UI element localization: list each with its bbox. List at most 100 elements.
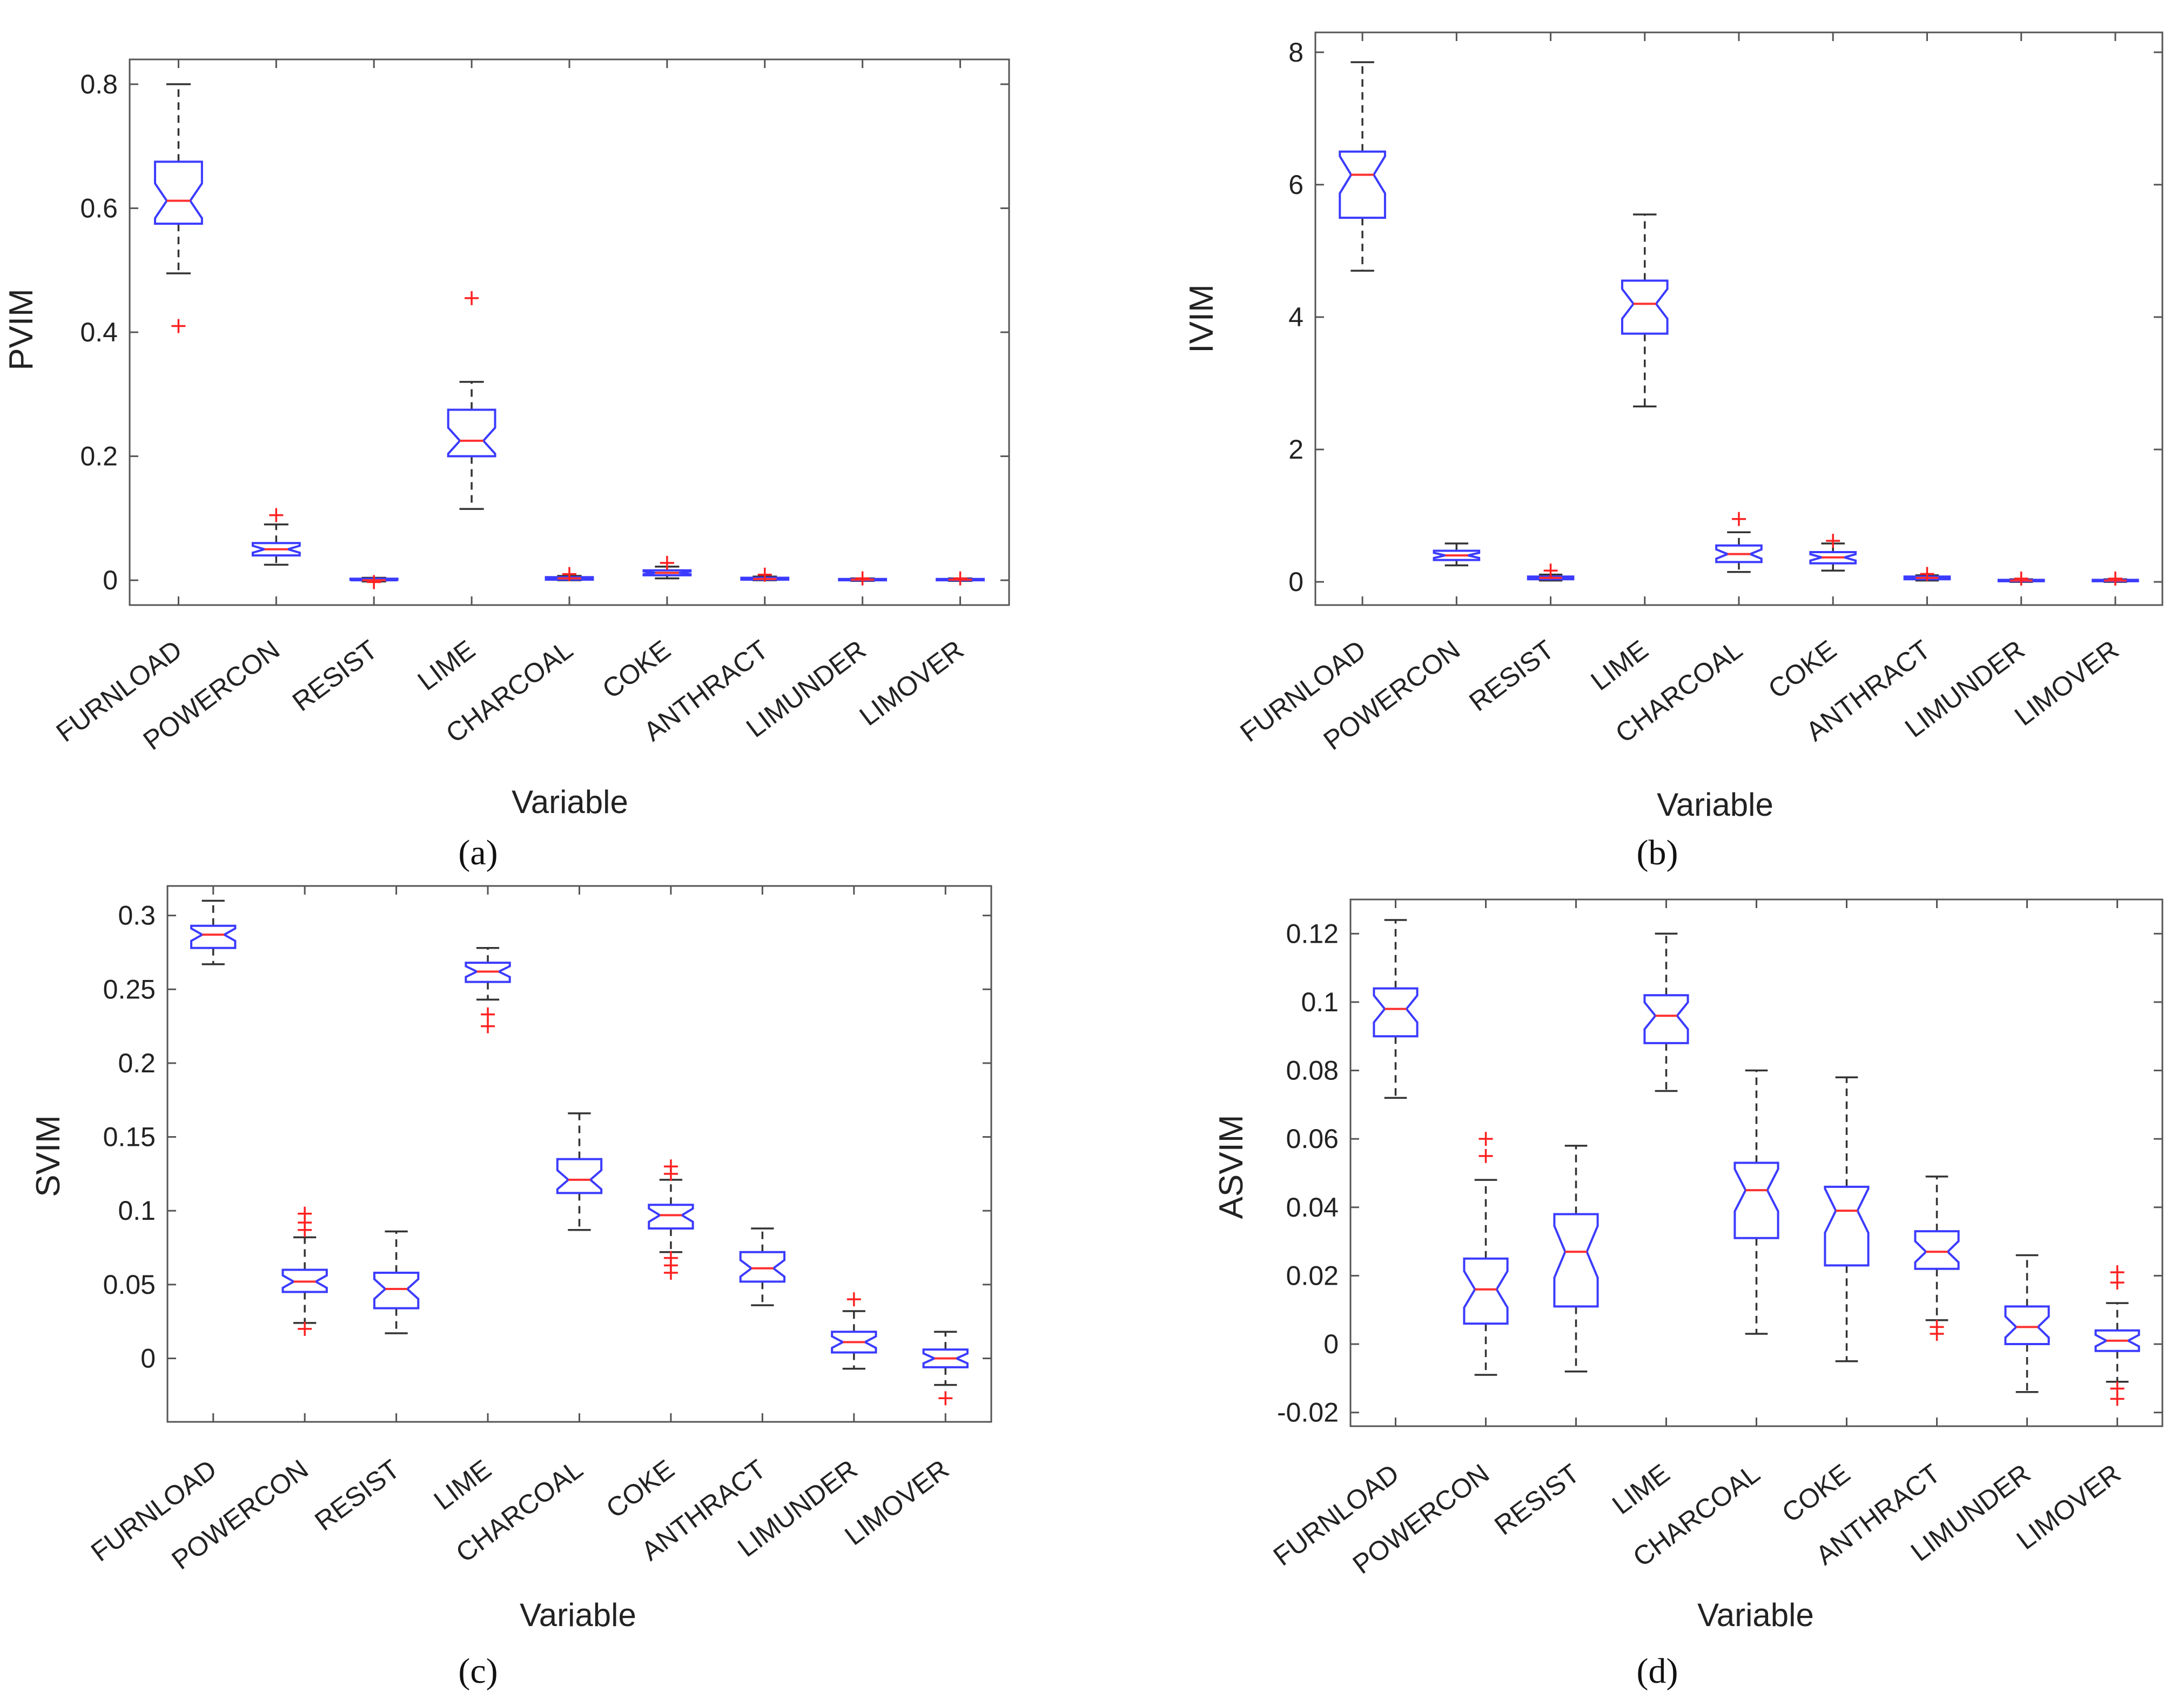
box-body bbox=[1914, 1230, 1960, 1270]
box-body bbox=[1339, 150, 1386, 219]
x-tick-label: COKE bbox=[1763, 634, 1842, 704]
y-tick-label: 0 bbox=[1288, 567, 1303, 597]
box-body bbox=[1809, 550, 1857, 565]
plot-frame bbox=[129, 58, 1010, 606]
box-body bbox=[2092, 579, 2139, 582]
outlier-marker bbox=[298, 1321, 312, 1336]
box-resist bbox=[1527, 32, 1575, 605]
box-furnload bbox=[154, 59, 203, 605]
outlier-marker bbox=[1732, 512, 1746, 526]
box-body bbox=[1463, 1257, 1509, 1325]
y-tick-label: 2 bbox=[1288, 434, 1303, 465]
x-tick-label: RESIST bbox=[1463, 634, 1560, 717]
box-body bbox=[556, 1158, 603, 1194]
outlier-marker bbox=[855, 571, 870, 586]
y-tick-label: 0.12 bbox=[1286, 918, 1339, 949]
x-tick-label: LIMOVER bbox=[2009, 634, 2124, 731]
box-limover bbox=[2092, 32, 2139, 605]
box-anthract bbox=[1914, 899, 1960, 1426]
x-axis-label: Variable bbox=[512, 784, 628, 820]
box-resist bbox=[373, 886, 420, 1422]
box-furnload bbox=[190, 886, 237, 1422]
x-tick-label: LIME bbox=[428, 1454, 497, 1516]
box-anthract bbox=[739, 886, 786, 1422]
outlier-marker bbox=[663, 1159, 678, 1174]
outlier-marker bbox=[757, 567, 772, 582]
box-body bbox=[740, 576, 790, 581]
x-tick-label: LIMOVER bbox=[854, 634, 969, 731]
x-tick-label: COKE bbox=[601, 1454, 680, 1524]
outlier-marker bbox=[663, 1251, 678, 1265]
box-powercon bbox=[281, 886, 328, 1422]
box-limunder bbox=[838, 59, 888, 605]
y-tick-label: 0.08 bbox=[1286, 1056, 1339, 1086]
box-charcoal bbox=[1715, 32, 1763, 605]
outlier-marker bbox=[2014, 571, 2028, 586]
box-body bbox=[349, 577, 399, 582]
box-powercon bbox=[251, 59, 301, 605]
box-charcoal bbox=[1733, 899, 1779, 1426]
outlier-marker bbox=[1543, 563, 1558, 578]
box-lime bbox=[1643, 899, 1689, 1426]
box-body bbox=[281, 1268, 328, 1293]
box-coke bbox=[648, 886, 694, 1422]
box-body bbox=[1715, 544, 1763, 563]
outlier-marker bbox=[1479, 1149, 1493, 1163]
box-furnload bbox=[1339, 32, 1386, 605]
outlier-marker bbox=[562, 567, 576, 581]
box-body bbox=[2004, 1305, 2050, 1346]
y-axis-label: IVIM bbox=[1183, 284, 1220, 353]
outlier-marker bbox=[298, 1206, 312, 1221]
outlier-marker bbox=[953, 571, 967, 586]
outlier-marker bbox=[481, 1019, 495, 1033]
chart-panel-d: -0.0200.020.040.060.080.10.12FURNLOADPOW… bbox=[1213, 898, 2163, 1691]
x-tick-label: LIMOVER bbox=[839, 1454, 954, 1551]
box-body bbox=[251, 542, 301, 557]
outlier-marker bbox=[938, 1391, 953, 1406]
x-tick-label: RESIST bbox=[1489, 1458, 1585, 1541]
y-tick-label: 0.25 bbox=[103, 974, 156, 1004]
y-tick-label: 0 bbox=[140, 1343, 156, 1373]
outlier-marker bbox=[171, 319, 186, 333]
box-charcoal bbox=[545, 59, 594, 605]
y-tick-label: 0.3 bbox=[118, 901, 156, 931]
box-body bbox=[642, 569, 692, 576]
box-lime bbox=[465, 886, 511, 1422]
box-powercon bbox=[1433, 32, 1481, 605]
box-body bbox=[936, 577, 985, 582]
outlier-marker bbox=[846, 1292, 861, 1307]
outlier-marker bbox=[1920, 567, 1934, 581]
y-tick-label: 0.2 bbox=[80, 441, 118, 472]
box-body bbox=[465, 962, 511, 983]
panel-label: (c) bbox=[458, 1651, 498, 1691]
x-tick-label: RESIST bbox=[287, 634, 383, 717]
x-tick-label: LIME bbox=[1607, 1458, 1675, 1520]
box-body bbox=[2094, 1329, 2140, 1352]
y-tick-label: -0.02 bbox=[1277, 1398, 1339, 1428]
box-body bbox=[838, 577, 888, 582]
y-tick-label: 8 bbox=[1288, 37, 1303, 68]
box-charcoal bbox=[556, 886, 603, 1422]
box-powercon bbox=[1463, 899, 1509, 1426]
box-coke bbox=[1824, 899, 1870, 1426]
box-anthract bbox=[1903, 32, 1951, 605]
box-body bbox=[1553, 1213, 1599, 1308]
box-body bbox=[1373, 987, 1419, 1038]
box-body bbox=[1903, 575, 1951, 581]
y-tick-label: 4 bbox=[1288, 302, 1303, 332]
box-body bbox=[922, 1348, 969, 1368]
y-tick-label: 0.06 bbox=[1286, 1124, 1339, 1154]
x-tick-label: LIME bbox=[412, 634, 481, 696]
box-lime bbox=[447, 59, 496, 605]
outlier-marker bbox=[660, 555, 674, 570]
y-tick-label: 0.02 bbox=[1286, 1260, 1339, 1291]
y-axis-label: ASVIM bbox=[1213, 1115, 1250, 1219]
y-axis-label: PVIM bbox=[3, 288, 40, 371]
box-body bbox=[1527, 575, 1575, 581]
y-tick-label: 0.04 bbox=[1286, 1192, 1339, 1223]
box-body bbox=[190, 924, 237, 949]
y-tick-label: 0 bbox=[103, 565, 118, 595]
box-body bbox=[447, 408, 496, 458]
box-coke bbox=[642, 59, 692, 605]
